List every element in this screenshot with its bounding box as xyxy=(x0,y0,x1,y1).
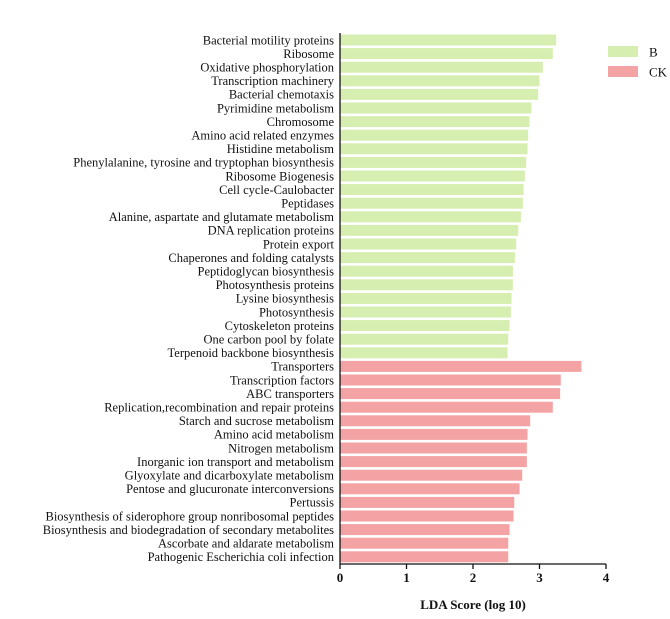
category-label-36: Biosynthesis and biodegradation of secon… xyxy=(43,523,334,537)
bar-10 xyxy=(340,170,525,182)
bar-8 xyxy=(340,143,528,155)
category-label-22: One carbon pool by folate xyxy=(203,333,334,347)
x-tick-label-0: 0 xyxy=(337,570,344,585)
bar-6 xyxy=(340,116,530,128)
bar-0 xyxy=(340,34,557,46)
category-label-11: Cell cycle-Caulobacter xyxy=(219,183,335,197)
category-label-15: Protein export xyxy=(263,237,335,251)
category-label-14: DNA replication proteins xyxy=(208,224,334,238)
legend-swatch-ck xyxy=(608,66,638,77)
bar-1 xyxy=(340,48,553,60)
bar-33 xyxy=(340,483,520,495)
bar-9 xyxy=(340,156,527,168)
category-label-30: Nitrogen metabolism xyxy=(228,441,334,455)
legend: B CK xyxy=(608,45,668,80)
category-label-6: Chromosome xyxy=(267,115,335,129)
category-label-29: Amino acid metabolism xyxy=(214,428,334,442)
bar-12 xyxy=(340,197,523,209)
bar-15 xyxy=(340,238,517,250)
bar-27 xyxy=(340,401,553,413)
category-label-9: Phenylalanine, tyrosine and tryptophan b… xyxy=(73,156,334,170)
category-label-28: Starch and sucrose metabolism xyxy=(179,414,334,428)
bar-3 xyxy=(340,75,540,87)
bar-29 xyxy=(340,428,528,440)
bar-35 xyxy=(340,510,514,522)
bar-36 xyxy=(340,524,510,536)
category-label-21: Cytoskeleton proteins xyxy=(225,319,334,333)
category-label-24: Transporters xyxy=(271,360,334,374)
bar-17 xyxy=(340,265,513,277)
category-label-34: Pertussis xyxy=(290,496,335,510)
category-label-26: ABC transporters xyxy=(246,387,334,401)
x-tick-label-3: 3 xyxy=(536,570,543,585)
category-label-2: Oxidative phosphorylation xyxy=(200,61,334,75)
legend-swatch-b xyxy=(608,46,638,57)
category-label-1: Ribosome xyxy=(283,47,334,61)
bar-14 xyxy=(340,224,519,236)
category-label-12: Peptidases xyxy=(281,197,334,211)
category-label-10: Ribosome Biogenesis xyxy=(225,169,334,183)
category-label-19: Lysine biosynthesis xyxy=(236,292,334,306)
category-label-37: Ascorbate and aldarate metabolism xyxy=(158,537,334,551)
legend-label-b: B xyxy=(649,45,658,60)
bar-25 xyxy=(340,374,561,386)
bar-21 xyxy=(340,320,510,332)
bar-18 xyxy=(340,279,513,291)
category-label-13: Alanine, aspartate and glutamate metabol… xyxy=(109,210,335,224)
category-label-38: Pathogenic Escherichia coli infection xyxy=(148,550,335,564)
category-label-17: Peptidoglycan biosynthesis xyxy=(198,265,335,279)
category-label-27: Replication,recombination and repair pro… xyxy=(104,401,334,415)
category-label-32: Glyoxylate and dicarboxylate metabolism xyxy=(125,469,335,483)
category-label-4: Bacterial chemotaxis xyxy=(229,88,334,102)
bar-26 xyxy=(340,388,561,400)
category-label-25: Transcription factors xyxy=(230,373,334,387)
category-label-23: Terpenoid backbone biosynthesis xyxy=(168,346,335,360)
legend-label-ck: CK xyxy=(649,65,668,80)
bar-38 xyxy=(340,551,509,563)
x-tick-label-4: 4 xyxy=(603,570,610,585)
bar-11 xyxy=(340,184,524,196)
category-label-18: Photosynthesis proteins xyxy=(216,278,335,292)
x-axis-title: LDA Score (log 10) xyxy=(420,597,526,612)
category-label-33: Pentose and glucuronate interconversions xyxy=(126,482,334,496)
bar-2 xyxy=(340,61,543,73)
bar-5 xyxy=(340,102,532,114)
category-label-0: Bacterial motility proteins xyxy=(203,33,334,47)
bar-7 xyxy=(340,129,529,141)
category-label-7: Amino acid related enzymes xyxy=(191,129,334,143)
x-tick-label-2: 2 xyxy=(470,570,477,585)
category-label-8: Histidine metabolism xyxy=(227,142,335,156)
category-label-20: Photosynthesis xyxy=(259,305,334,319)
category-labels: Bacterial motility proteinsRibosomeOxida… xyxy=(43,33,335,564)
category-label-3: Transcription machinery xyxy=(211,74,335,88)
bar-23 xyxy=(340,347,508,359)
bar-24 xyxy=(340,360,582,372)
bar-22 xyxy=(340,333,509,345)
bar-34 xyxy=(340,496,515,508)
category-label-5: Pyrimidine metabolism xyxy=(217,101,334,115)
category-label-16: Chaperones and folding catalysts xyxy=(168,251,334,265)
category-label-31: Inorganic ion transport and metabolism xyxy=(137,455,334,469)
bar-19 xyxy=(340,292,512,304)
bar-16 xyxy=(340,252,515,264)
bar-4 xyxy=(340,88,539,100)
bars-layer xyxy=(340,34,582,563)
bar-37 xyxy=(340,537,509,549)
bar-30 xyxy=(340,442,527,454)
bar-20 xyxy=(340,306,511,318)
category-label-35: Biosynthesis of siderophore group nonrib… xyxy=(45,509,334,523)
bar-28 xyxy=(340,415,531,427)
bar-32 xyxy=(340,469,523,481)
x-tick-label-1: 1 xyxy=(403,570,410,585)
x-ticks: 0 1 2 3 4 xyxy=(337,564,610,585)
bar-31 xyxy=(340,456,527,468)
bar-13 xyxy=(340,211,521,223)
